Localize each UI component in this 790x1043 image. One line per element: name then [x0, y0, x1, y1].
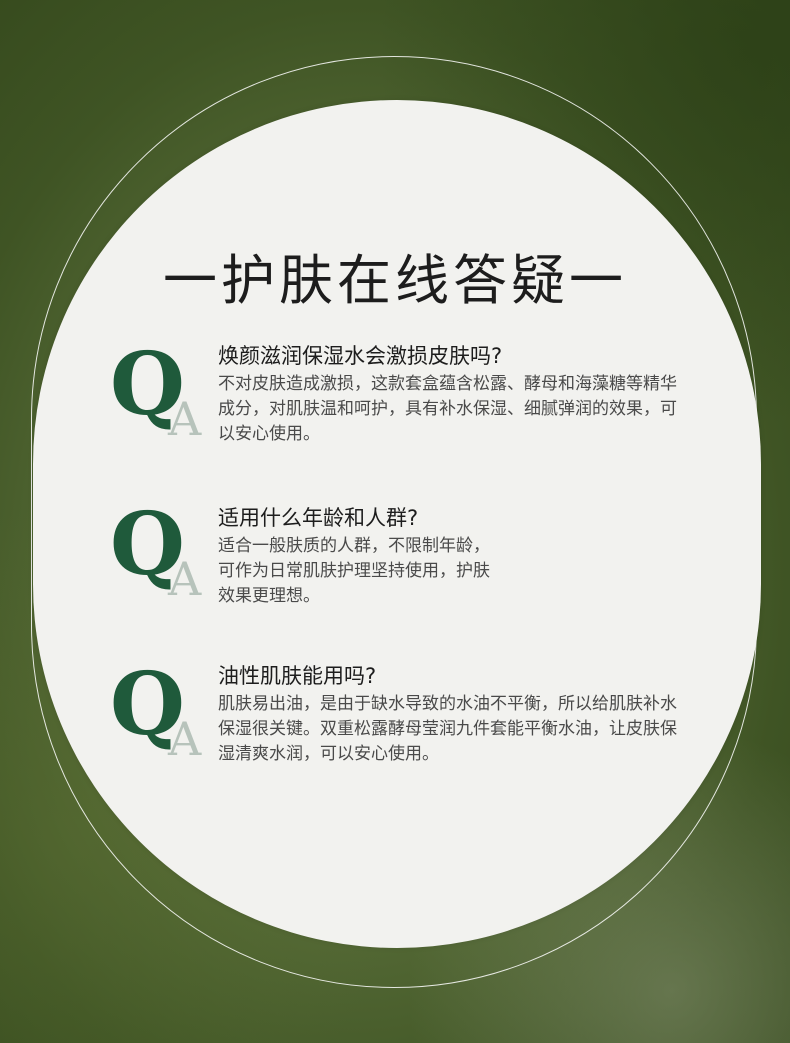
qa-mark-3: Q A — [110, 662, 220, 778]
a-letter: A — [168, 392, 202, 446]
q-letter: Q — [110, 654, 185, 755]
faq-question-2: 适用什么年龄和人群? — [218, 506, 419, 530]
q-letter: Q — [110, 494, 185, 595]
faq-question-1: 焕颜滋润保湿水会激损皮肤吗? — [218, 344, 503, 368]
faq-item-1: 焕颜滋润保湿水会激损皮肤吗? 不对皮肤造成激损，这款套盒蕴含松露、酵母和海藻糖等… — [218, 342, 680, 447]
qa-mark-1: Q A — [110, 342, 220, 458]
faq-answer-3: 肌肤易出油，是由于缺水导致的水油不平衡，所以给肌肤补水保湿很关键。双重松露酵母莹… — [218, 694, 677, 764]
faq-answer-1: 不对皮肤造成激损，这款套盒蕴含松露、酵母和海藻糖等精华成分，对肌肤温和呵护，具有… — [218, 374, 677, 444]
faq-item-2: 适用什么年龄和人群? 适合一般肤质的人群，不限制年龄，可作为日常肌肤护理坚持使用… — [218, 504, 500, 609]
page-title: 一护肤在线答疑一 — [163, 249, 627, 312]
faq-question-3: 油性肌肤能用吗? — [218, 664, 377, 688]
a-letter: A — [168, 712, 202, 766]
faq-card — [33, 100, 761, 948]
faq-answer-2: 适合一般肤质的人群，不限制年龄，可作为日常肌肤护理坚持使用，护肤效果更理想。 — [218, 536, 490, 606]
qa-mark-2: Q A — [110, 502, 220, 618]
faq-item-3: 油性肌肤能用吗? 肌肤易出油，是由于缺水导致的水油不平衡，所以给肌肤补水保湿很关… — [218, 662, 680, 767]
q-letter: Q — [110, 334, 185, 435]
a-letter: A — [168, 552, 202, 606]
